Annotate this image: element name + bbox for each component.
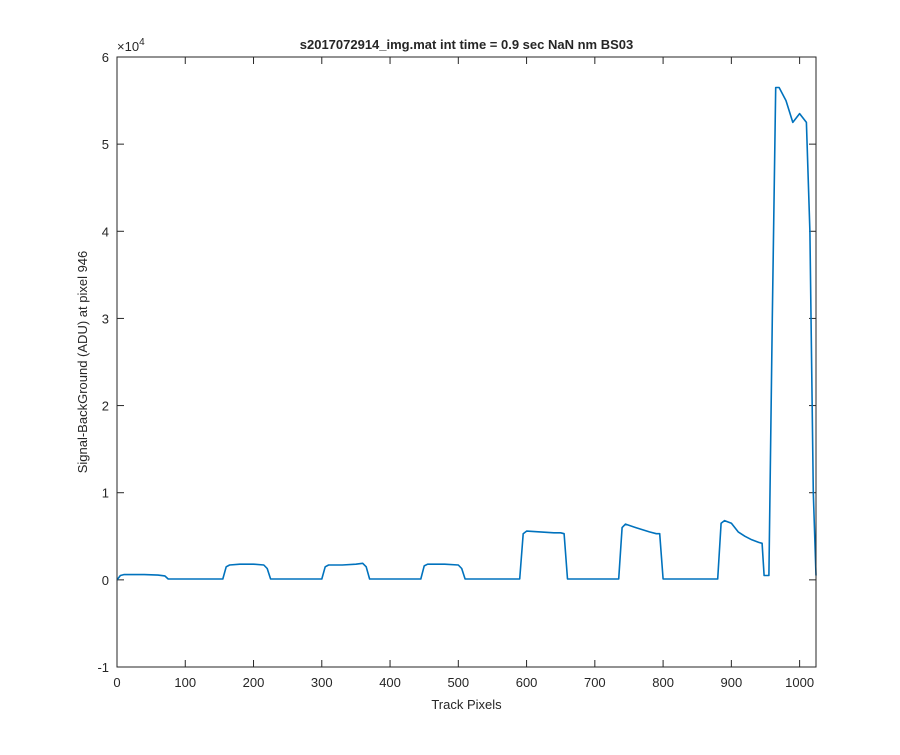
series-layer xyxy=(116,86,817,581)
x-tick-label: 600 xyxy=(516,675,538,690)
y-tick-label: 2 xyxy=(102,399,109,414)
y-axis-exponent-base: ×10 xyxy=(117,39,139,54)
axes-box xyxy=(116,56,817,668)
x-axis-label: Track Pixels xyxy=(431,697,502,712)
x-tick-label: 300 xyxy=(311,675,333,690)
ticks-layer: 0 100 200 300 400 500 600 700 800 900 1000 -1 0 1 2 3 4 5… xyxy=(97,50,816,690)
y-axis-exponent: ×104 xyxy=(117,37,145,54)
x-tick-label: 200 xyxy=(243,675,265,690)
y-axis-label: Signal-BackGround (ADU) at pixel 946 xyxy=(75,251,90,474)
x-tick-label: 700 xyxy=(584,675,606,690)
series-line xyxy=(116,86,817,581)
x-tick-label: 800 xyxy=(652,675,674,690)
y-tick-label: -1 xyxy=(97,660,109,675)
chart-title: s2017072914_img.mat int time = 0.9 sec N… xyxy=(300,37,634,52)
y-axis-exponent-power: 4 xyxy=(139,37,145,48)
x-tick-label: 400 xyxy=(379,675,401,690)
y-tick-label: 1 xyxy=(102,486,109,501)
x-tick-label: 500 xyxy=(447,675,469,690)
y-tick-label: 0 xyxy=(102,573,109,588)
x-tick-label: 0 xyxy=(113,675,120,690)
y-tick-label: 6 xyxy=(102,50,109,65)
x-tick-label: 900 xyxy=(721,675,743,690)
y-tick-label: 3 xyxy=(102,311,109,326)
x-tick-label: 100 xyxy=(174,675,196,690)
plot-area xyxy=(117,57,816,667)
x-tick-label: 1000 xyxy=(785,675,814,690)
y-tick-label: 4 xyxy=(102,224,109,239)
y-tick-label: 5 xyxy=(102,137,109,152)
